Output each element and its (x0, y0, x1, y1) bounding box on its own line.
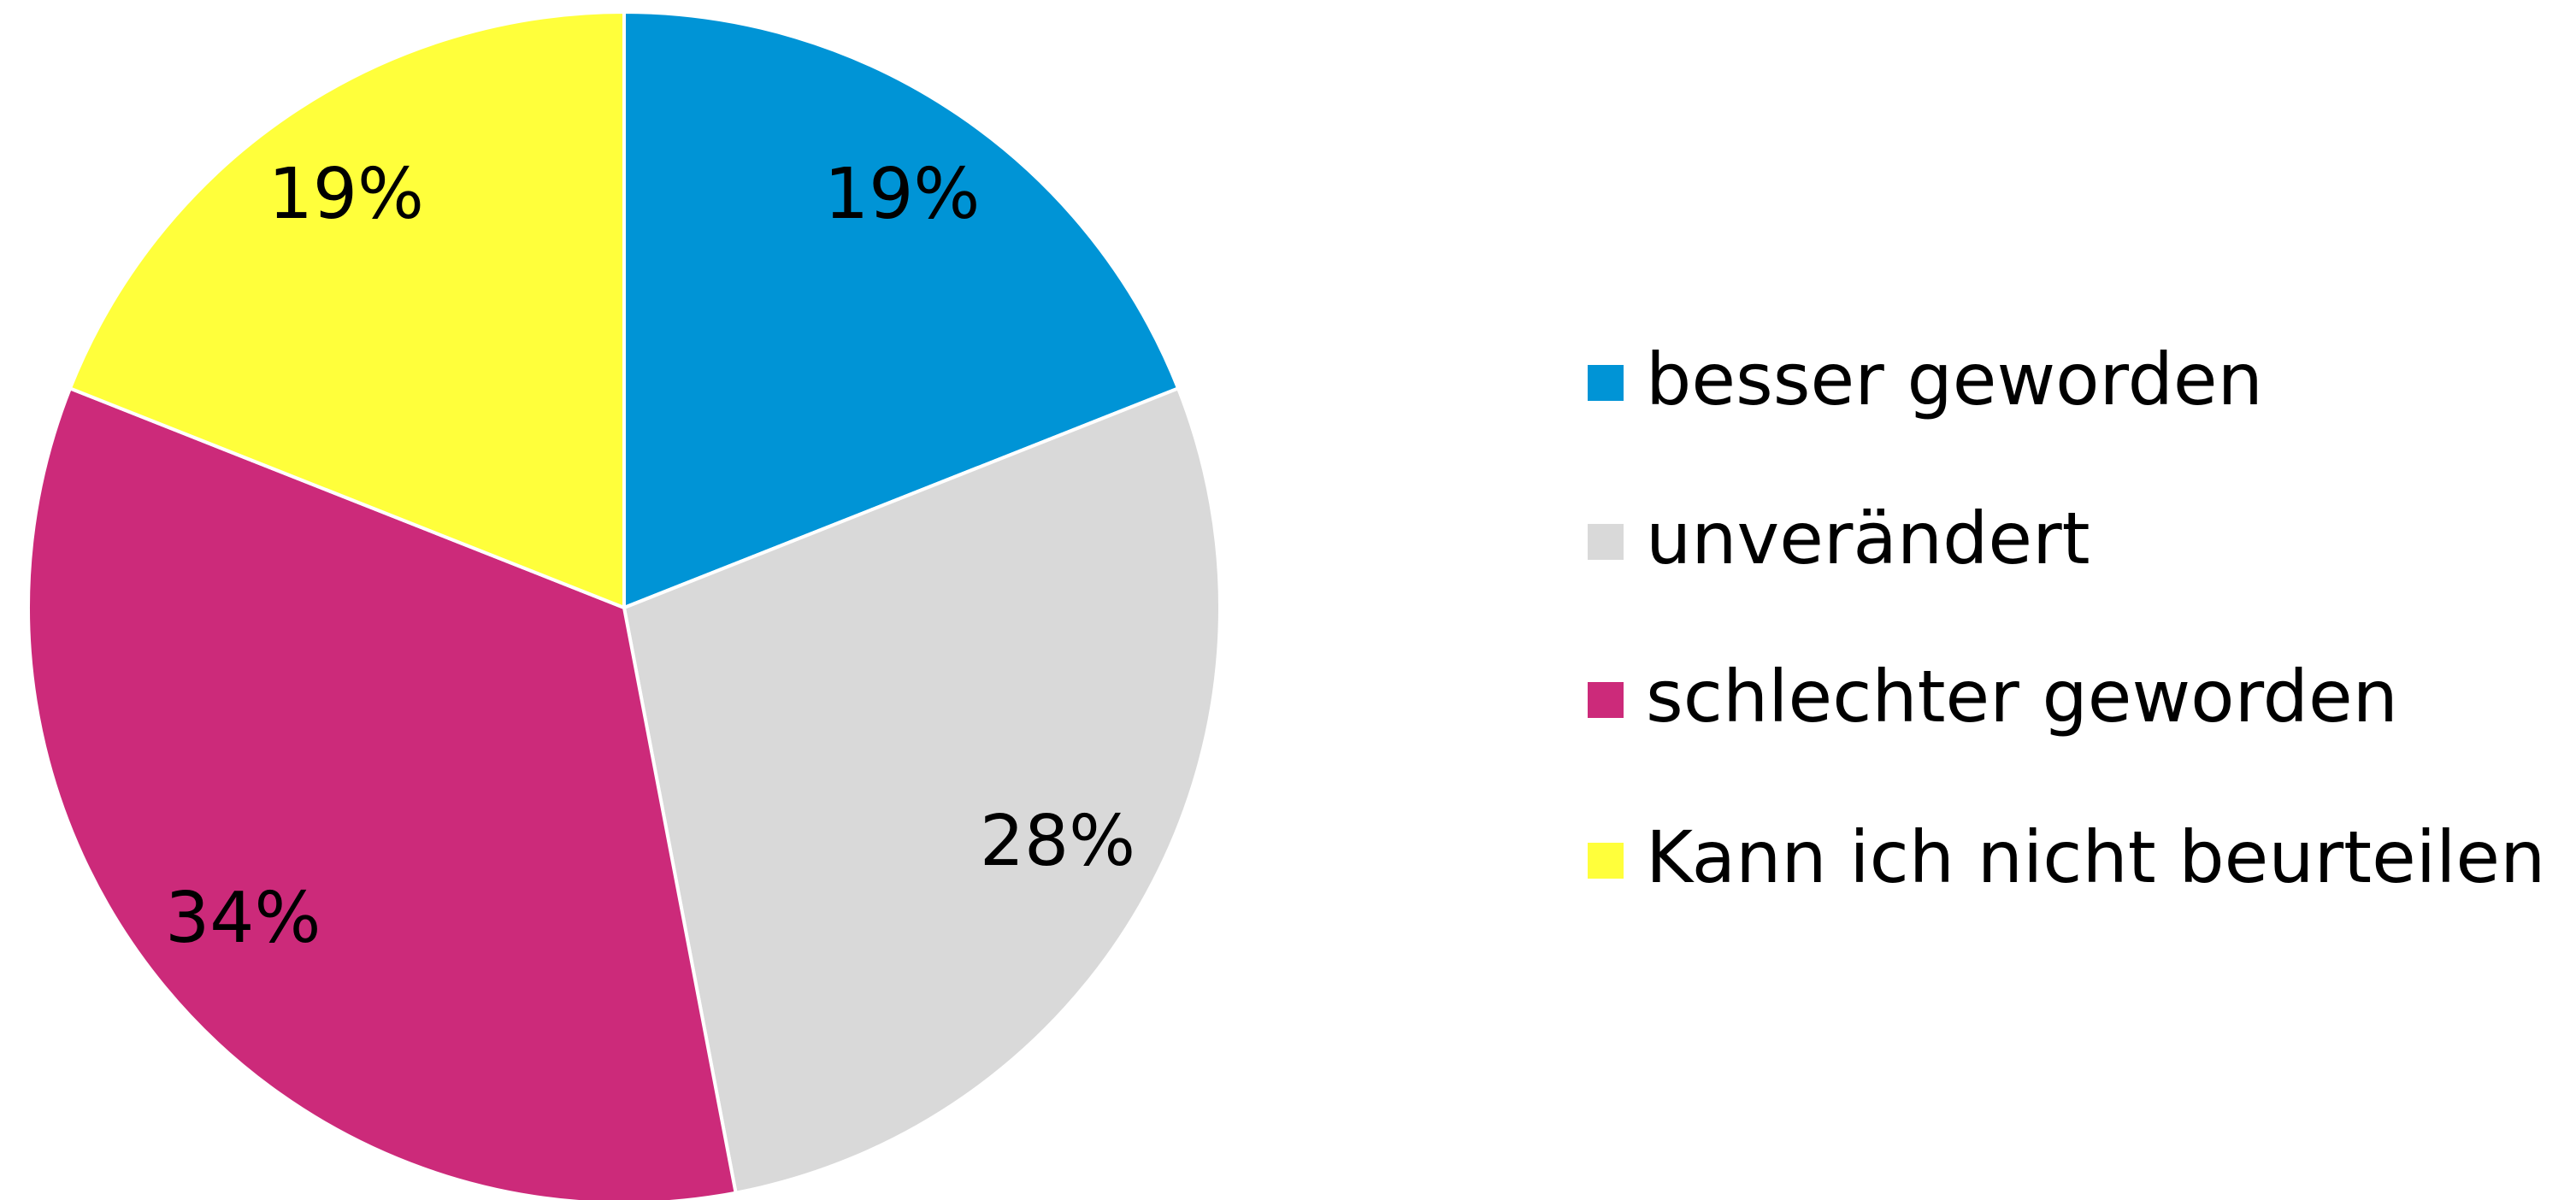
pie-slice (68, 9, 626, 610)
legend-label: Kann ich nicht beurteilen (1646, 815, 2545, 899)
legend-swatch (1588, 682, 1624, 718)
legend-swatch (1588, 843, 1624, 879)
data-label: 19% (824, 154, 980, 235)
pie-slice (622, 385, 1222, 1195)
data-label: 28% (980, 801, 1135, 882)
legend-swatch (1588, 365, 1624, 401)
pie-slice (27, 385, 738, 1200)
legend-swatch (1588, 524, 1624, 560)
legend-label: unverändert (1646, 497, 2090, 580)
pie-slice (622, 9, 1181, 610)
legend-label: besser geworden (1646, 338, 2263, 421)
legend-label: schlechter geworden (1646, 655, 2398, 738)
data-label: 34% (165, 878, 321, 959)
data-label: 19% (268, 154, 424, 235)
